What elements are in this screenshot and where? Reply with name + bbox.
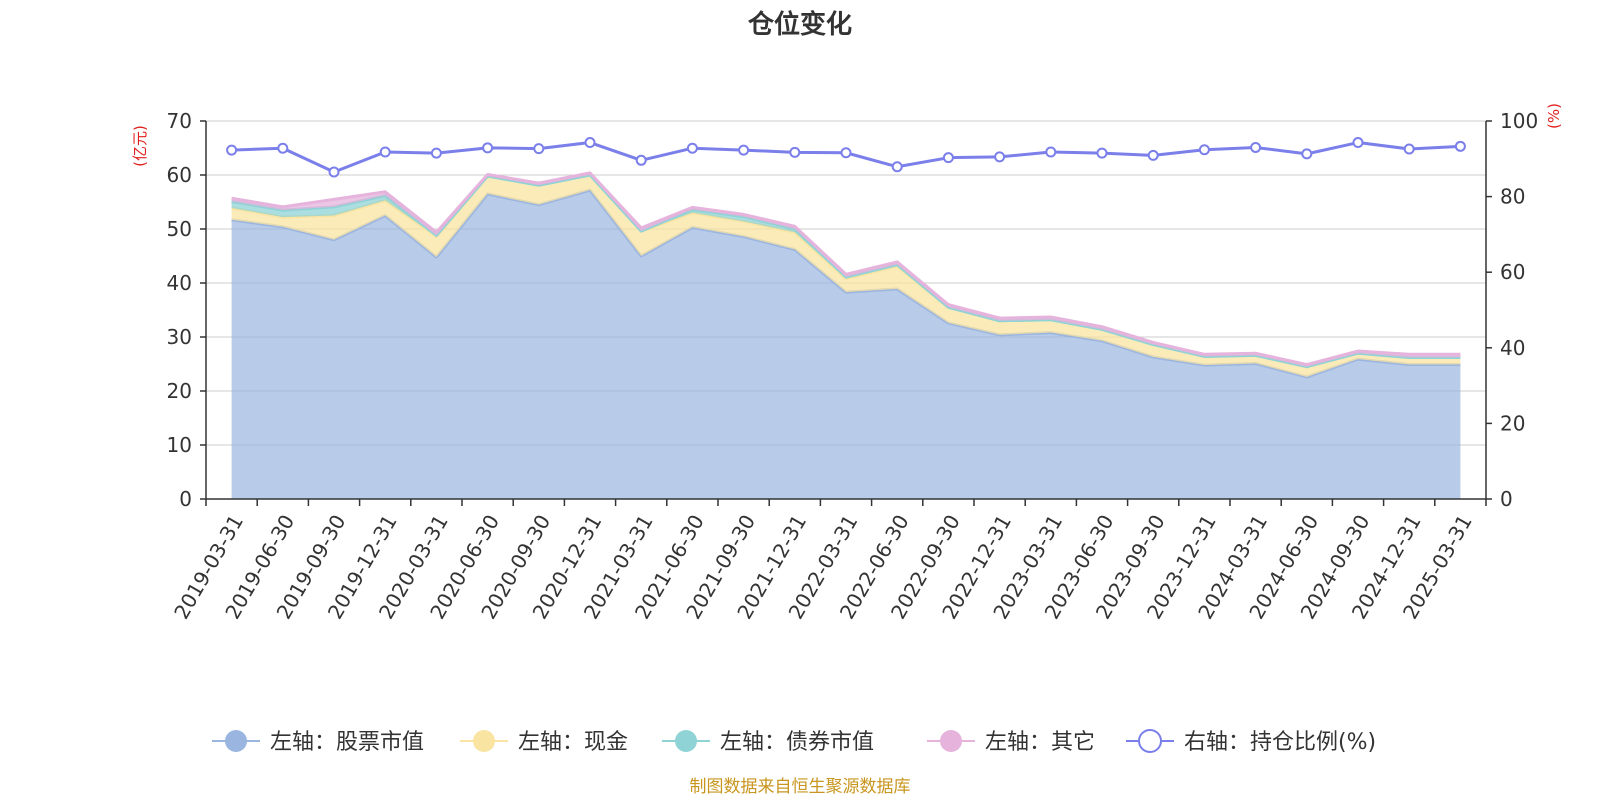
left-tick-label-50: 50 [167, 217, 192, 241]
left-tick-label-0: 0 [179, 487, 192, 511]
right-tick-label-80: 80 [1500, 185, 1525, 209]
right-tick-label-20: 20 [1500, 411, 1525, 435]
ratio-point-2019-03-31 [226, 144, 238, 156]
ratio-point-2024-03-31 [1250, 141, 1262, 153]
ratio-point-2020-03-31 [430, 147, 442, 159]
right-tick-label-60: 60 [1500, 260, 1525, 284]
ratio-point-2022-06-30 [891, 161, 903, 173]
ratio-point-2021-03-31 [635, 154, 647, 166]
ratio-line [226, 137, 1466, 178]
chart-title: 仓位变化 [747, 9, 852, 40]
legend-marker-5 [1138, 729, 1162, 753]
data-source-note: 制图数据来自恒生聚源数据库 [690, 777, 911, 797]
legend-marker-3 [675, 730, 697, 752]
ratio-point-2022-03-31 [840, 147, 852, 159]
ratio-point-2022-12-31 [994, 151, 1006, 163]
left-tick-label-10: 10 [167, 433, 192, 457]
legend-label-1: 左轴：股票市值 [270, 730, 424, 755]
ratio-point-2023-03-31 [1045, 146, 1057, 158]
right-tick-label-40: 40 [1500, 336, 1525, 360]
right-tick-label-100: 100 [1500, 109, 1538, 133]
ratio-point-2023-09-30 [1147, 149, 1159, 161]
ratio-point-2021-09-30 [738, 144, 750, 156]
legend: 左轴：股票市值 左轴：现金 左轴：债券市值 左轴：其它 右轴：持仓比例(%) [212, 729, 1376, 755]
left-tick-label-70: 70 [167, 109, 192, 133]
legend-label-2: 左轴：现金 [518, 730, 628, 755]
ratio-point-2023-12-31 [1198, 144, 1210, 156]
ratio-point-2025-03-31 [1454, 140, 1466, 152]
left-tick-label-20: 20 [167, 379, 192, 403]
legend-label-5: 右轴：持仓比例(%) [1184, 730, 1376, 755]
ratio-point-2020-09-30 [533, 143, 545, 155]
area-line-4 [231, 171, 1461, 367]
ratio-point-2020-06-30 [482, 142, 494, 154]
ratio-point-2024-12-31 [1403, 143, 1415, 155]
ratio-point-2024-06-30 [1301, 148, 1313, 160]
ratio-point-2019-09-30 [328, 166, 340, 178]
legend-label-3: 左轴：债券市值 [720, 730, 874, 755]
right-tick-label-0: 0 [1500, 487, 1513, 511]
legend-marker-4 [940, 730, 962, 752]
stacked-areas [231, 171, 1461, 499]
ratio-point-2023-06-30 [1096, 147, 1108, 159]
legend-label-4: 左轴：其它 [985, 730, 1095, 755]
ratio-point-2019-06-30 [277, 142, 289, 154]
left-tick-label-40: 40 [167, 271, 192, 295]
right-axis-unit: (%) [1545, 103, 1563, 129]
ratio-point-2022-09-30 [942, 152, 954, 164]
left-axis-unit: (亿元) [131, 125, 149, 167]
ratio-point-2020-12-31 [584, 137, 596, 149]
left-tick-label-30: 30 [167, 325, 192, 349]
ratio-point-2019-12-31 [379, 146, 391, 158]
ratio-point-2021-06-30 [686, 142, 698, 154]
legend-marker-2 [473, 730, 495, 752]
ratio-point-2024-09-30 [1352, 137, 1364, 149]
area-1 [231, 190, 1461, 499]
left-tick-label-60: 60 [167, 163, 192, 187]
ratio-point-2021-12-31 [789, 146, 801, 158]
legend-marker-1 [225, 730, 247, 752]
